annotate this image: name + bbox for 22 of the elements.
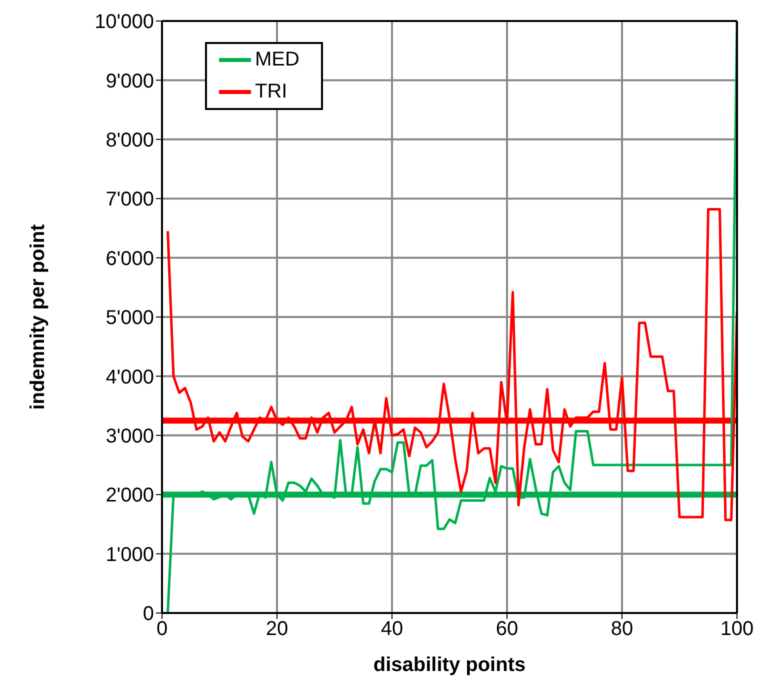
x-tick-label: 80 [610,618,634,640]
y-tick-label: 3'000 [106,426,154,448]
x-tick-label: 60 [496,618,518,640]
y-axis-title: indemnity per point [27,224,50,410]
y-tick-label: 5'000 [106,307,154,330]
y-tick-label: 10'000 [94,11,154,34]
x-tick-label: 0 [156,618,168,640]
y-tick-label: 2'000 [106,484,154,507]
y-tick-label: 7'000 [106,188,154,211]
x-tick-label: 20 [266,618,288,640]
line-series [166,208,737,522]
legend-label: TRI [255,80,288,102]
y-tick-label: 8'000 [106,130,154,152]
y-tick-label: 9'000 [106,70,154,92]
x-tick-label: 100 [720,618,754,640]
y-tick-label: 6'000 [106,248,154,270]
y-tick-label: 4'000 [106,366,154,388]
x-tick-label: 40 [380,618,404,640]
y-tick-label: 0 [142,603,154,626]
y-tick-label: 1'000 [106,544,154,566]
legend-label: MED [255,48,300,70]
x-axis-title: disability points [373,654,526,676]
